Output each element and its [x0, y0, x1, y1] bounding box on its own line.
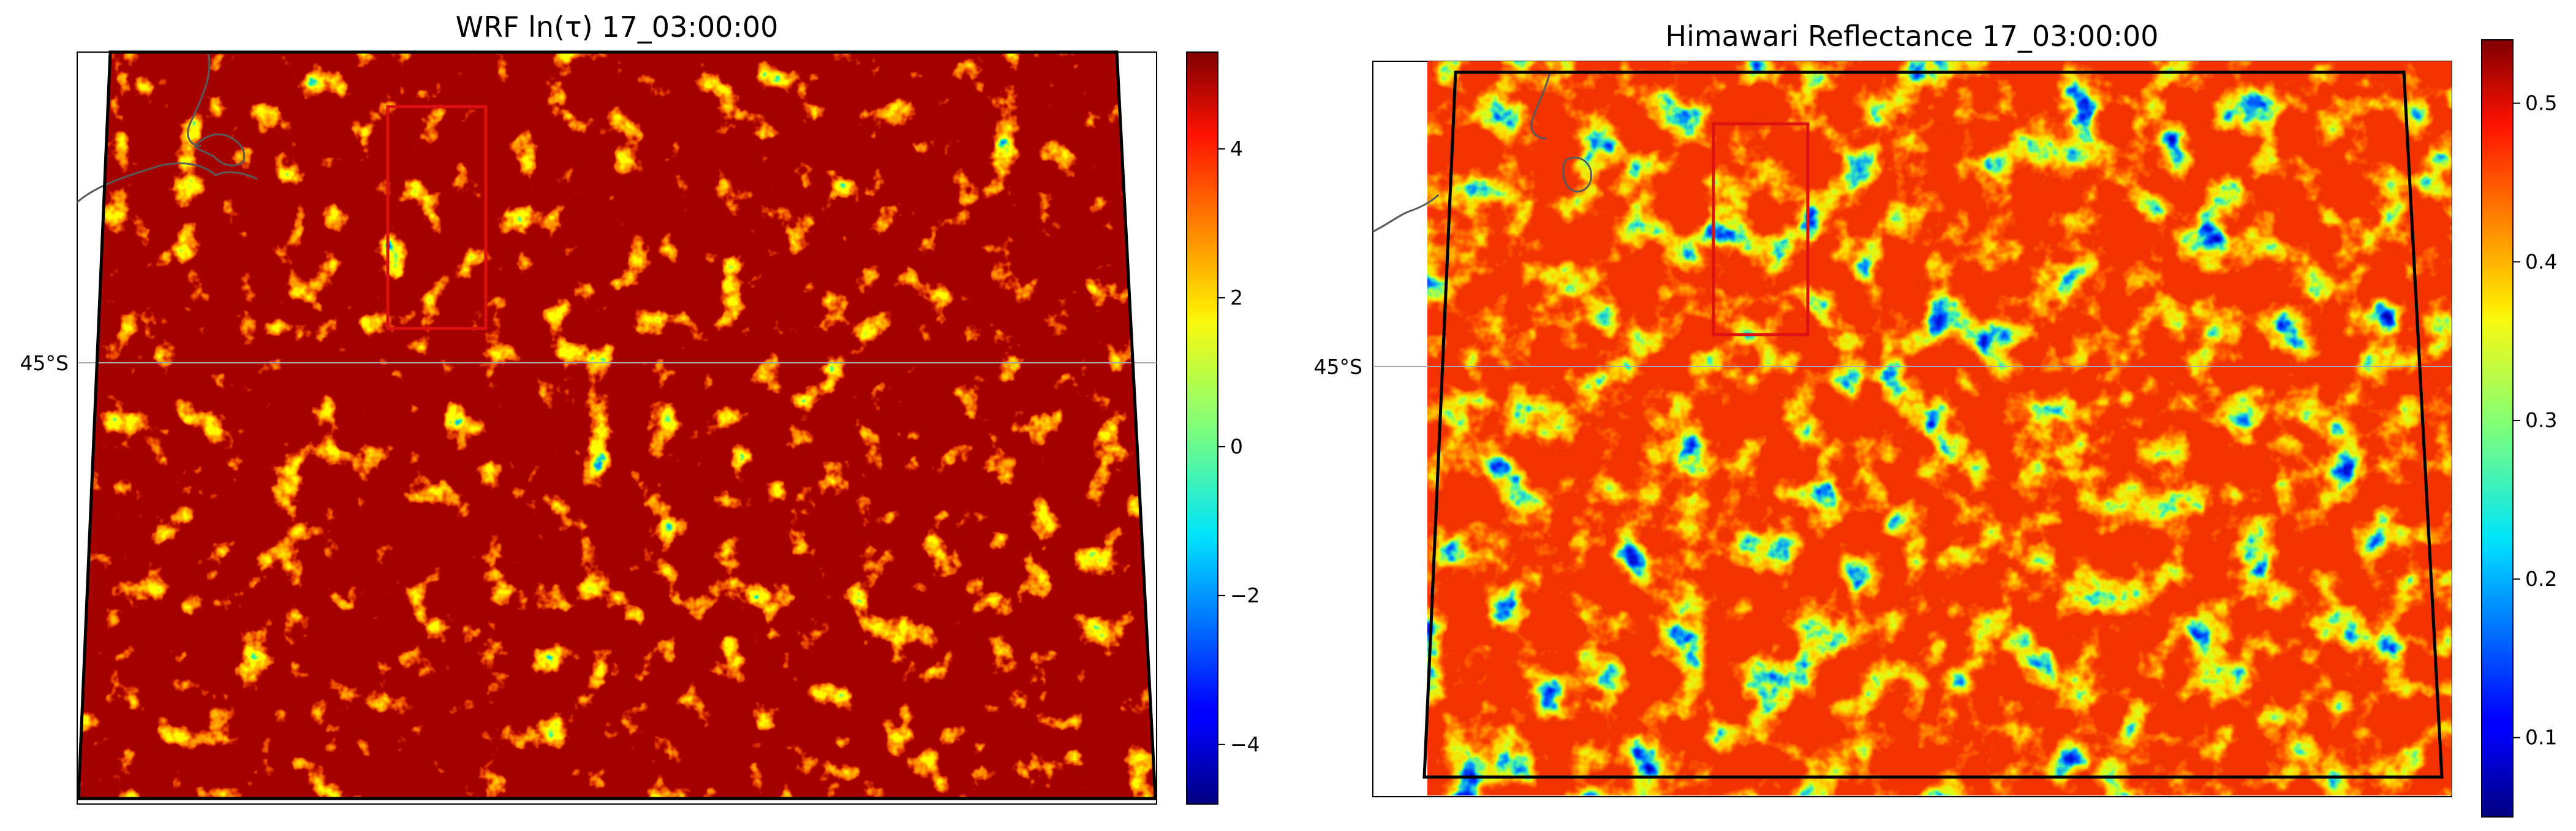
- colorbar-tick-label: 0.2: [2525, 567, 2557, 591]
- panel-wrf: WRF ln(τ) 17_03:00:00 45°S −4 −2 0 2 4: [20, 10, 1260, 805]
- cloud-field: [78, 52, 1155, 799]
- chart-title: Himawari Reflectance 17_03:00:00: [1666, 20, 2159, 53]
- colorbar-ticks: 0.1 0.2 0.3 0.4 0.5: [2513, 91, 2557, 749]
- colorbar-tick-label: −2: [1230, 583, 1260, 607]
- coastline: [77, 53, 258, 203]
- latitude-label: 45°S: [20, 351, 69, 375]
- colorbar: −4 −2 0 2 4: [1186, 51, 1260, 805]
- colorbar-tick-label: 0: [1230, 434, 1243, 458]
- highlight-box: [386, 105, 488, 330]
- colorbar: 0.1 0.2 0.3 0.4 0.5: [2481, 39, 2557, 818]
- cloud-field: [1427, 61, 2452, 795]
- chart-title: WRF ln(τ) 17_03:00:00: [456, 10, 779, 44]
- domain-boundary: [77, 50, 1157, 800]
- highlight-box: [1712, 122, 1810, 336]
- colorbar-tick-label: 2: [1230, 286, 1243, 309]
- colorbar-ticks: −4 −2 0 2 4: [1218, 137, 1260, 756]
- colorbar-tick-label: 0.5: [2525, 91, 2557, 115]
- panel-himawari: Himawari Reflectance 17_03:00:00 45°S 0.…: [1314, 20, 2557, 818]
- colorbar-gradient: [2481, 39, 2514, 818]
- latitude-label: 45°S: [1314, 355, 1362, 379]
- colorbar-tick-label: −4: [1230, 732, 1260, 756]
- colorbar-gradient: [1186, 51, 1218, 805]
- coastline: [1372, 72, 1592, 233]
- colorbar-tick-label: 0.1: [2525, 726, 2557, 749]
- colorbar-tick-label: 0.3: [2525, 408, 2557, 432]
- colorbar-tick-label: 0.4: [2525, 249, 2557, 273]
- colorbar-tick-label: 4: [1230, 137, 1243, 161]
- domain-boundary: [1422, 70, 2444, 779]
